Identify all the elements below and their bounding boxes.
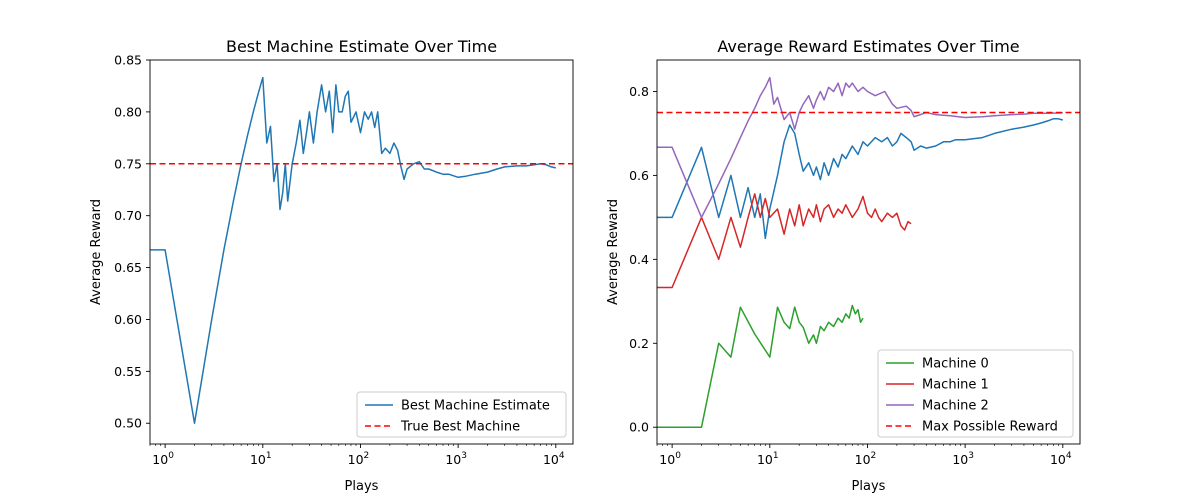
x-tick-label: 100 xyxy=(152,451,174,467)
x-tick-label: 101 xyxy=(250,451,272,467)
y-tick-label: 0.0 xyxy=(629,420,649,435)
series-group xyxy=(150,76,573,424)
chart-best-machine: Best Machine Estimate Over Time 0.50 0.55… xyxy=(89,37,574,494)
legend: Best Machine Estimate True Best Machine xyxy=(356,391,567,438)
series-line xyxy=(657,304,864,428)
x-tick-label: 102 xyxy=(348,451,370,467)
legend-label: Best Machine Estimate xyxy=(401,399,550,414)
series-line xyxy=(150,76,556,424)
x-tick-label: 101 xyxy=(757,451,779,467)
x-tick-label: 104 xyxy=(543,451,565,467)
legend-label: True Best Machine xyxy=(400,420,520,435)
y-tick-label: 0.55 xyxy=(114,364,142,379)
y-tick-label: 0.6 xyxy=(629,168,649,183)
x-tick-label: 103 xyxy=(952,451,974,467)
y-axis-label: Average Reward xyxy=(606,199,621,305)
y-tick-label: 0.60 xyxy=(114,312,142,327)
chart-title: Best Machine Estimate Over Time xyxy=(226,37,497,56)
x-tick-label: 104 xyxy=(1050,451,1072,467)
y-tick-label: 0.8 xyxy=(629,84,649,99)
chart-average-rewards: Average Reward Estimates Over Time 0.0 0.… xyxy=(606,37,1081,494)
legend-box xyxy=(356,391,567,438)
y-axis-label: Average Reward xyxy=(89,199,104,305)
y-tick-label: 0.80 xyxy=(114,104,142,119)
y-tick-label: 0.65 xyxy=(114,260,142,275)
legend-label: Max Possible Reward xyxy=(922,420,1058,435)
series-group xyxy=(657,76,1080,428)
y-tick-label: 0.4 xyxy=(629,252,649,267)
x-tick-label: 100 xyxy=(659,451,681,467)
plot-area: 0.50 0.55 0.60 0.65 0.70 0.75 0.80 0.85 100 101 10… xyxy=(114,53,574,467)
y-tick-label: 0.75 xyxy=(114,156,142,171)
y-tick-label: 0.85 xyxy=(114,53,142,68)
x-axis-label: Plays xyxy=(345,479,379,494)
axes-frame xyxy=(149,59,574,445)
x-tick-label: 102 xyxy=(855,451,877,467)
y-tick-label: 0.70 xyxy=(114,208,142,223)
legend: Machine 0 Machine 1 Machine 2 Max Possible … xyxy=(877,349,1074,438)
series-line xyxy=(657,76,1063,219)
legend-label: Machine 0 xyxy=(922,357,989,372)
x-axis-label: Plays xyxy=(852,479,886,494)
legend-box xyxy=(877,349,1074,438)
legend-label: Machine 2 xyxy=(922,399,989,414)
axes-frame xyxy=(656,59,1081,445)
chart-title: Average Reward Estimates Over Time xyxy=(717,37,1019,56)
x-tick-label: 103 xyxy=(445,451,467,467)
series-line xyxy=(657,118,1063,240)
series-line xyxy=(657,193,912,289)
y-tick-label: 0.2 xyxy=(629,336,649,351)
legend-label: Machine 1 xyxy=(922,378,989,393)
y-tick-label: 0.50 xyxy=(114,416,142,431)
